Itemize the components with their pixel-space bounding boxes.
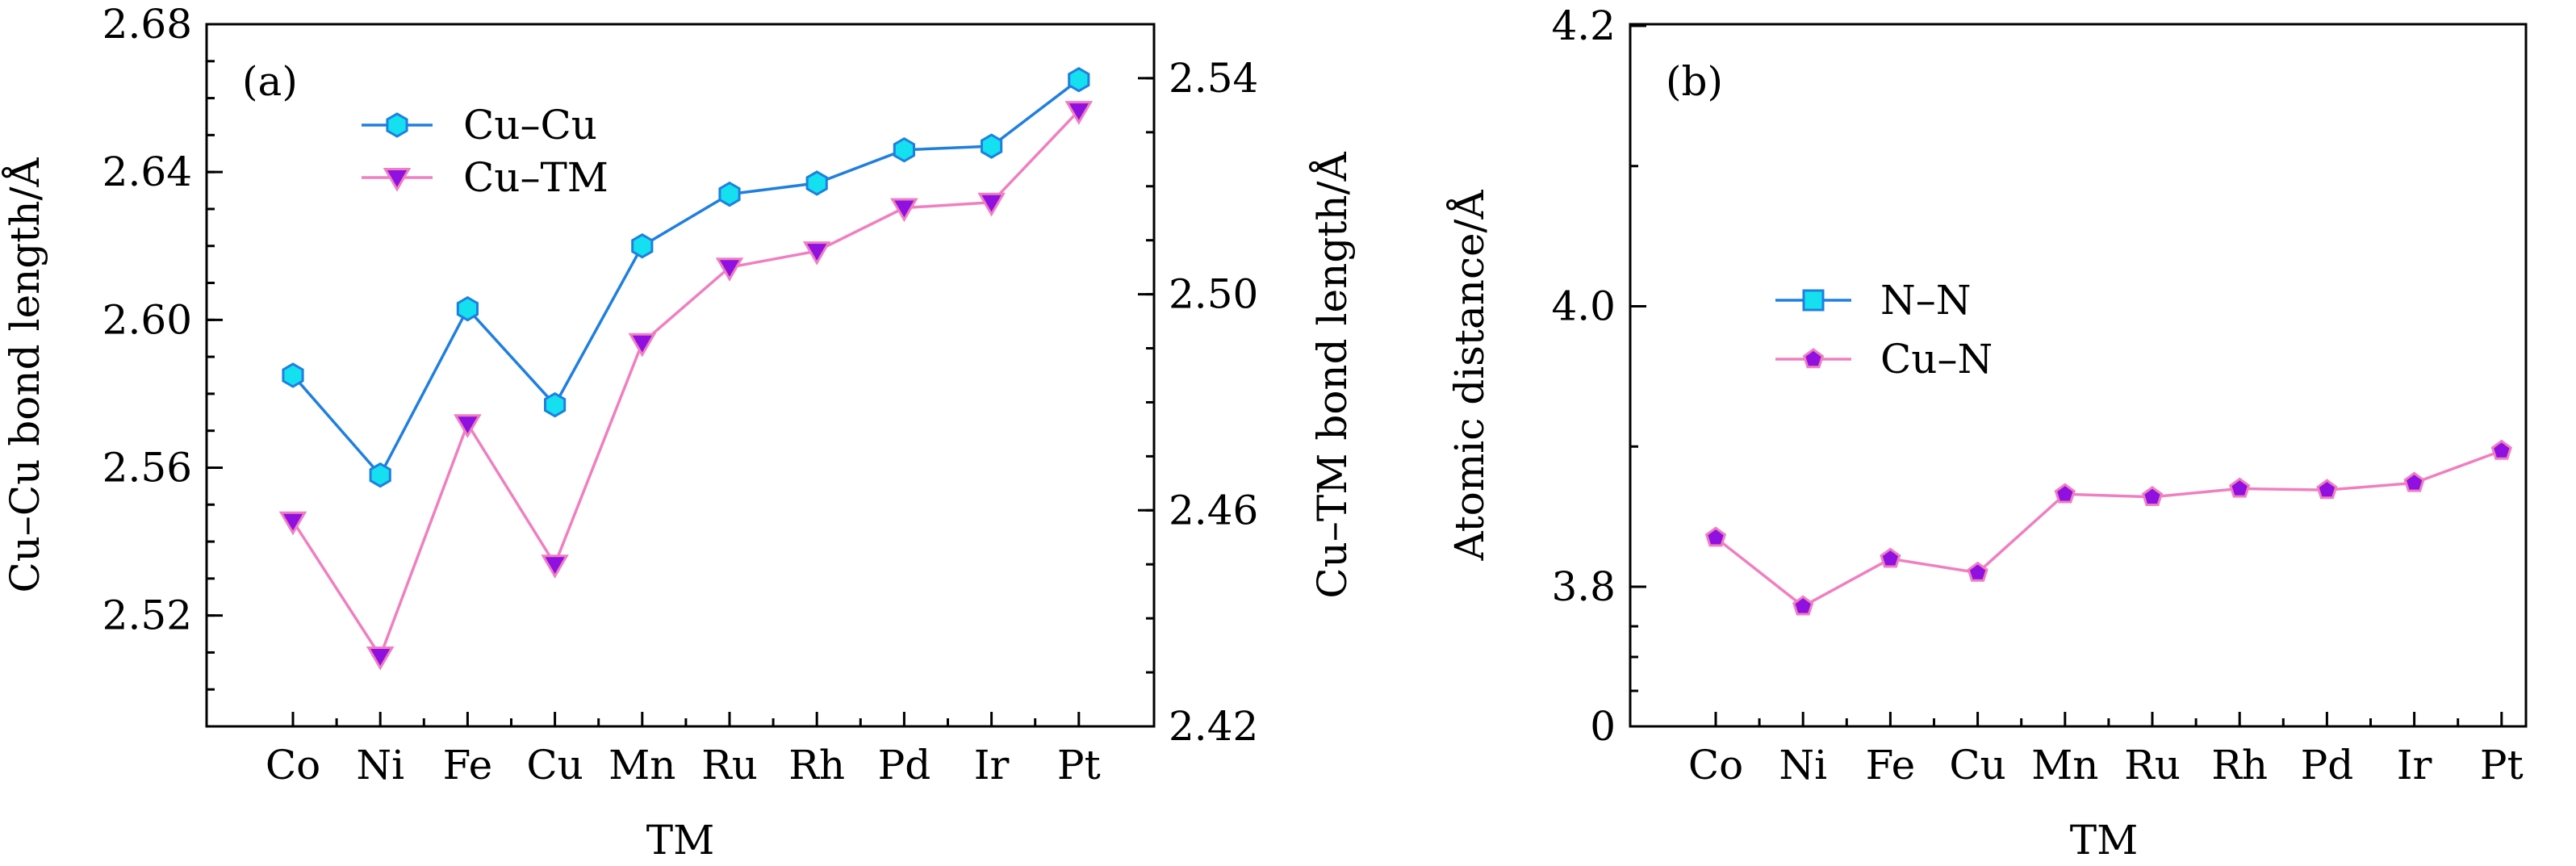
x-tick-label: Ni [356,742,404,789]
y-tick-label: 3.8 [1551,563,1616,610]
cu-tm-point [715,257,744,282]
cu-n-point [2316,479,2338,500]
x-tick-label: Co [1688,742,1743,789]
y-tick-label: 2.56 [102,444,192,491]
cu-cu-point [805,170,828,196]
y-tick-label: 0 [1590,703,1616,750]
legend-marker [386,112,408,138]
cu-cu-point [718,181,741,207]
x-tick-label: Mn [2031,742,2098,789]
x-tick-label: Ir [2397,742,2432,789]
legend-label: Cu–TM [463,154,608,201]
chart-panel-a: Co Ni Fe Cu Mn Ru Rh Pd Ir Pt 2.52 2.56 2.60 2.64 2.68… [1,1,1356,864]
cu-tm-point [541,554,569,579]
cu-n-point [2403,471,2425,492]
y-right-tick-label: 2.54 [1169,55,1258,102]
x-tick-label: Cu [1949,742,2005,789]
x-tick-label: Fe [1866,742,1916,789]
y-axis-title: Cu–Cu bond length/Å [1,157,48,593]
cu-cu-point [631,232,654,259]
legend-marker [1802,348,1825,369]
cu-tm-point [366,646,395,671]
x-tick-label: Pt [1057,742,1101,789]
cu-tm-point [890,198,918,223]
plot-frame [1629,23,2528,728]
cu-tm-point [977,192,1006,217]
cu-n-point [1792,595,1814,616]
x-tick-label: Rh [2211,742,2268,789]
cu-tm-point [1064,101,1094,125]
cu-tm-point [454,414,482,438]
plot-frame [205,23,1156,728]
cu-n-point [2054,483,2076,504]
cu-cu-point [981,133,1003,159]
x-tick-label: Co [266,742,320,789]
x-tick-label: Fe [443,742,493,789]
cu-tm-point [628,333,657,358]
cu-cu-point [1068,66,1090,93]
cu-n-point [2141,485,2164,506]
series-line-cu-tm [291,109,1081,659]
x-tick-label: Pd [878,742,931,789]
x-tick-label: Ru [2124,742,2181,789]
y-right-tick-label: 2.42 [1169,703,1258,750]
cu-tm-point [278,511,307,536]
legend-marker [1802,289,1825,312]
y-tick-label: 2.68 [102,1,192,48]
y-right-axis-title: Cu–TM bond length/Å [1308,152,1356,599]
legend-marker [383,168,412,192]
series-line-cu-cu [291,78,1080,478]
legend-label: Cu–N [1880,336,1993,383]
cu-n-point [2229,477,2251,498]
panel-label-a: (a) [242,58,298,105]
cu-n-point [2490,439,2512,460]
y-tick-label: 2.64 [102,149,192,195]
x-tick-label: Cu [526,742,583,789]
x-axis-title: TM [2070,817,2139,864]
y-axis-title: Atomic distance/Å [1445,190,1493,562]
cu-n-point [1880,547,1901,568]
x-axis-title: TM [646,817,715,864]
y-right-tick-label: 2.50 [1169,271,1258,318]
x-tick-label: Ru [701,742,758,789]
x-tick-label: Pd [2301,742,2354,789]
x-tick-label: Pt [2480,742,2524,789]
panel-label-b: (b) [1666,58,1723,105]
cu-n-point [1704,526,1727,547]
legend-label: N–N [1880,277,1972,324]
cu-tm-point [802,241,831,266]
x-tick-label: Mn [608,742,675,789]
x-tick-label: Ni [1779,742,1827,789]
cu-cu-point [893,136,915,163]
cu-cu-point [369,462,391,488]
cu-cu-point [544,391,567,418]
series-line-cu-n [1714,449,2503,609]
chart-panel-b: CoNiFeCuMnRuRhPdIrPt03.84.04.24.44.6TMAt… [1445,2,2528,864]
cu-n-point [1967,561,1988,582]
cu-cu-point [282,362,304,388]
y-tick-label: 4.2 [1551,2,1616,49]
x-tick-label: Rh [788,742,845,789]
y-tick-label: 2.60 [102,296,192,343]
y-tick-label: 2.52 [102,592,192,639]
y-right-tick-label: 2.46 [1169,487,1258,533]
legend-label: Cu–Cu [463,102,597,149]
cu-cu-point [456,295,479,322]
x-tick-label: Ir [974,742,1010,789]
y-tick-label: 4.0 [1551,283,1616,330]
